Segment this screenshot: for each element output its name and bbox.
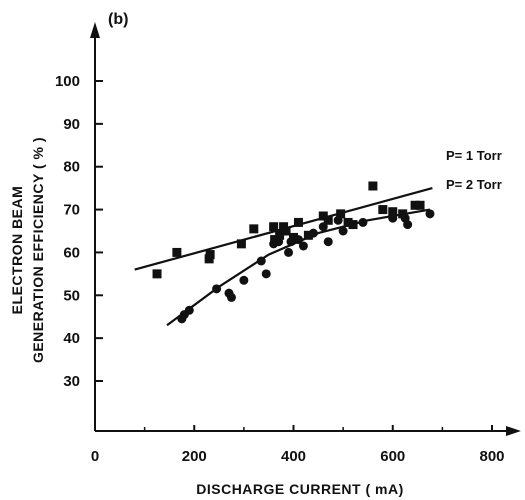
x-tick-label: 800 — [479, 448, 504, 465]
data-point-square — [205, 250, 215, 260]
data-point-circle — [239, 275, 249, 285]
data-point-square — [249, 224, 259, 234]
data-point-square — [368, 181, 378, 191]
data-point-circle — [226, 292, 236, 302]
data-point-square — [236, 239, 246, 249]
fit-line-series-2 — [166, 208, 431, 327]
y-axis-label-line2: GENERATION EFFICIENCY ( % ) — [30, 137, 46, 363]
data-point-square — [343, 217, 353, 227]
series-label-1: P= 1 Torr — [446, 148, 502, 163]
data-point-square — [323, 215, 333, 225]
data-point-square — [336, 209, 346, 219]
data-point-circle — [184, 305, 194, 315]
x-axis-label: DISCHARGE CURRENT ( mA) — [196, 481, 404, 497]
data-points — [152, 181, 435, 324]
data-point-square — [303, 230, 313, 240]
x-tick-label: 400 — [281, 448, 306, 465]
data-point-circle — [425, 209, 435, 219]
data-point-circle — [286, 237, 296, 247]
panel-label: (b) — [108, 11, 128, 28]
series-labels: P= 1 Torr P= 2 Torr — [446, 148, 502, 192]
y-tick-label: 60 — [63, 244, 80, 261]
data-point-circle — [308, 228, 318, 238]
y-tick-label: 40 — [63, 330, 80, 347]
series-label-2: P= 2 Torr — [446, 177, 502, 192]
data-point-circle — [338, 226, 348, 236]
data-point-circle — [358, 217, 368, 227]
y-tick-label: 70 — [63, 202, 80, 219]
x-tick-label: 200 — [182, 448, 207, 465]
data-point-circle — [388, 213, 398, 223]
data-point-square — [388, 207, 398, 217]
data-point-circle — [298, 241, 308, 251]
data-point-circle — [403, 220, 413, 230]
data-point-square — [398, 209, 408, 219]
y-tick-label: 90 — [63, 116, 80, 133]
y-axis-arrow — [90, 22, 100, 38]
x-tick-label: 600 — [380, 448, 405, 465]
x-ticks: 0 200 400 600 800 — [91, 425, 505, 465]
data-point-square — [378, 205, 388, 215]
y-tick-label: 100 — [55, 73, 80, 90]
data-point-circle — [261, 269, 271, 279]
data-point-square — [275, 230, 285, 240]
data-point-square — [281, 226, 291, 236]
y-tick-label: 30 — [63, 373, 80, 390]
data-point-circle — [323, 237, 333, 247]
data-point-square — [289, 232, 298, 242]
y-tick-label: 50 — [63, 287, 80, 304]
data-point-square — [152, 269, 162, 279]
data-point-square — [318, 211, 328, 221]
data-point-square — [269, 222, 279, 232]
data-point-square — [410, 200, 420, 210]
data-point-circle — [256, 256, 266, 266]
data-point-circle — [333, 215, 343, 225]
data-point-square — [293, 217, 303, 227]
x-tick-label: 0 — [91, 448, 99, 465]
data-point-square — [172, 247, 182, 257]
data-point-square — [415, 200, 425, 210]
x-axis-arrow — [506, 426, 521, 436]
data-point-circle — [293, 235, 303, 245]
data-point-circle — [284, 247, 294, 257]
data-point-square — [348, 220, 358, 230]
data-point-circle — [212, 284, 222, 294]
y-tick-label: 80 — [63, 159, 80, 176]
data-point-circle — [274, 237, 284, 247]
y-axis-label-line1: ELECTRON BEAM — [9, 186, 25, 315]
data-point-circle — [318, 222, 328, 232]
y-ticks: 30 40 50 60 70 80 90 100 — [55, 73, 103, 390]
